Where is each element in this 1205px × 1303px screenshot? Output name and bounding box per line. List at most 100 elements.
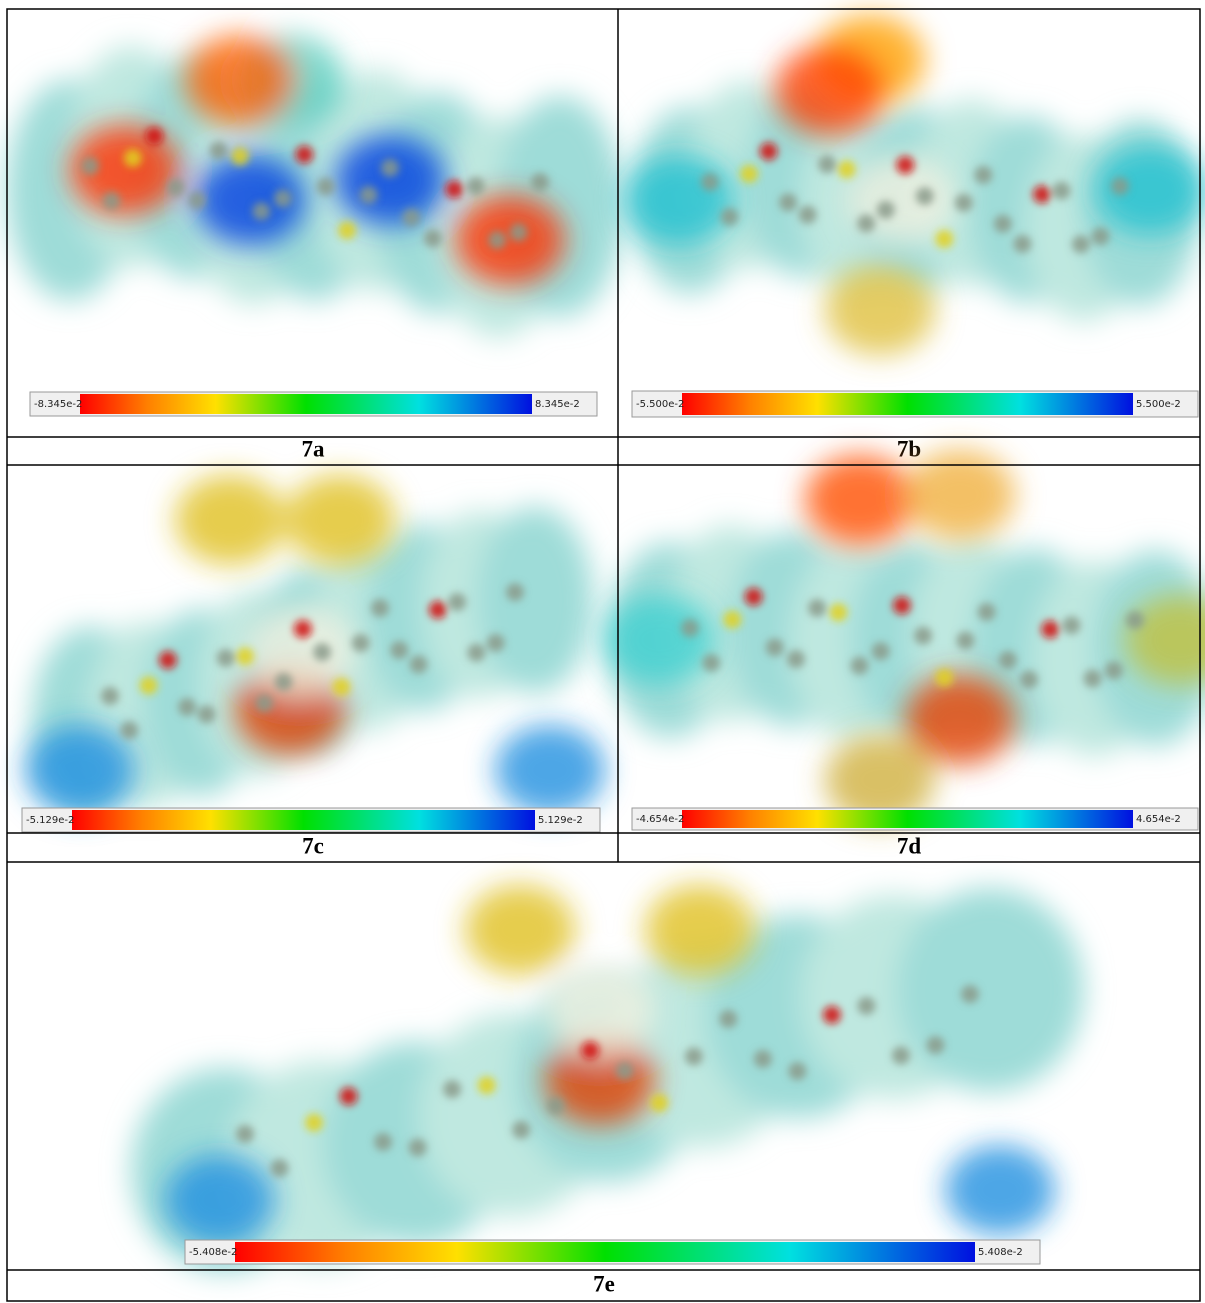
atom [390,641,408,659]
atom [935,230,953,248]
atom [893,596,911,614]
potential-spot [605,595,715,685]
atom [877,201,895,219]
potential-spot [625,155,735,245]
colorbar [682,393,1133,415]
atom [448,593,466,611]
atom [721,208,739,226]
panel-caption: 7c [302,833,324,858]
mep-surface [131,885,1084,1272]
atom [255,694,273,712]
atom [140,676,158,694]
atom [374,1133,392,1151]
scale-min: -4.654e-2 [636,814,684,825]
potential-spot [805,455,915,545]
atom [81,157,99,175]
atom [685,1047,703,1065]
potential-spot [905,675,1015,765]
atom [823,1006,841,1024]
atom [124,149,142,167]
atom [701,173,719,191]
potential-spot [545,965,655,1055]
atom [188,191,206,209]
panel-caption: 7d [897,833,922,858]
atom [1091,227,1109,245]
atom [231,147,249,165]
atom [999,651,1017,669]
atom [360,186,378,204]
atom [745,588,763,606]
atom [1084,670,1102,688]
atom [159,651,177,669]
scale-min: -5.500e-2 [636,399,684,410]
potential-spot [1095,145,1205,235]
atom [978,603,996,621]
panel-caption: 7b [897,436,921,461]
atom [294,620,312,638]
atom [305,1114,323,1132]
atom [857,214,875,232]
scale-min: -5.129e-2 [26,815,74,826]
atom [317,178,335,196]
scale-max: 5.500e-2 [1136,399,1181,410]
mep-surface [625,15,1205,355]
atom [236,1125,254,1143]
atom [217,649,235,667]
atom [488,231,506,249]
atom [581,1041,599,1059]
atom [274,190,292,208]
atom [467,644,485,662]
atom [974,166,992,184]
atom [236,647,254,665]
figure: -8.345e-28.345e-27a-5.500e-25.500e-27b-5… [0,0,1205,1303]
atom [892,1046,910,1064]
atom [719,1010,737,1028]
atom [102,192,120,210]
atom [799,206,817,224]
atom [178,698,196,716]
atom [512,1121,530,1139]
scale-max: 4.654e-2 [1136,814,1181,825]
atom [381,159,399,177]
atom [271,1159,289,1177]
atom [506,583,524,601]
atom [961,985,979,1003]
atom [120,721,138,739]
colorbar [682,810,1133,828]
atom [808,599,826,617]
atom [1020,671,1038,689]
mep-surface [25,475,605,815]
potential-spot [165,1155,275,1245]
atom [332,678,350,696]
atom [1062,616,1080,634]
atom [197,705,215,723]
atom [681,619,699,637]
atom [818,155,836,173]
potential-spot [905,450,1015,540]
atom [409,1139,427,1157]
atom [510,223,528,241]
atom [1105,661,1123,679]
atom [443,1080,461,1098]
atom [424,229,442,247]
potential-spot [465,885,575,975]
atom [838,160,856,178]
atom [896,156,914,174]
atom [914,627,932,645]
potential-spot [945,1145,1055,1235]
atom [252,202,270,220]
atom [650,1094,668,1112]
atom [1111,177,1129,195]
atom [145,127,163,145]
scale-max: 8.345e-2 [535,399,580,410]
surface-lobe [477,507,594,694]
atom [779,193,797,211]
atom [295,146,313,164]
atom [916,187,934,205]
potential-spot [25,725,135,815]
atom [275,673,293,691]
colorbar [80,394,532,414]
potential-spot [775,45,885,135]
colorbar [235,1242,975,1262]
potential-spot [185,35,295,125]
